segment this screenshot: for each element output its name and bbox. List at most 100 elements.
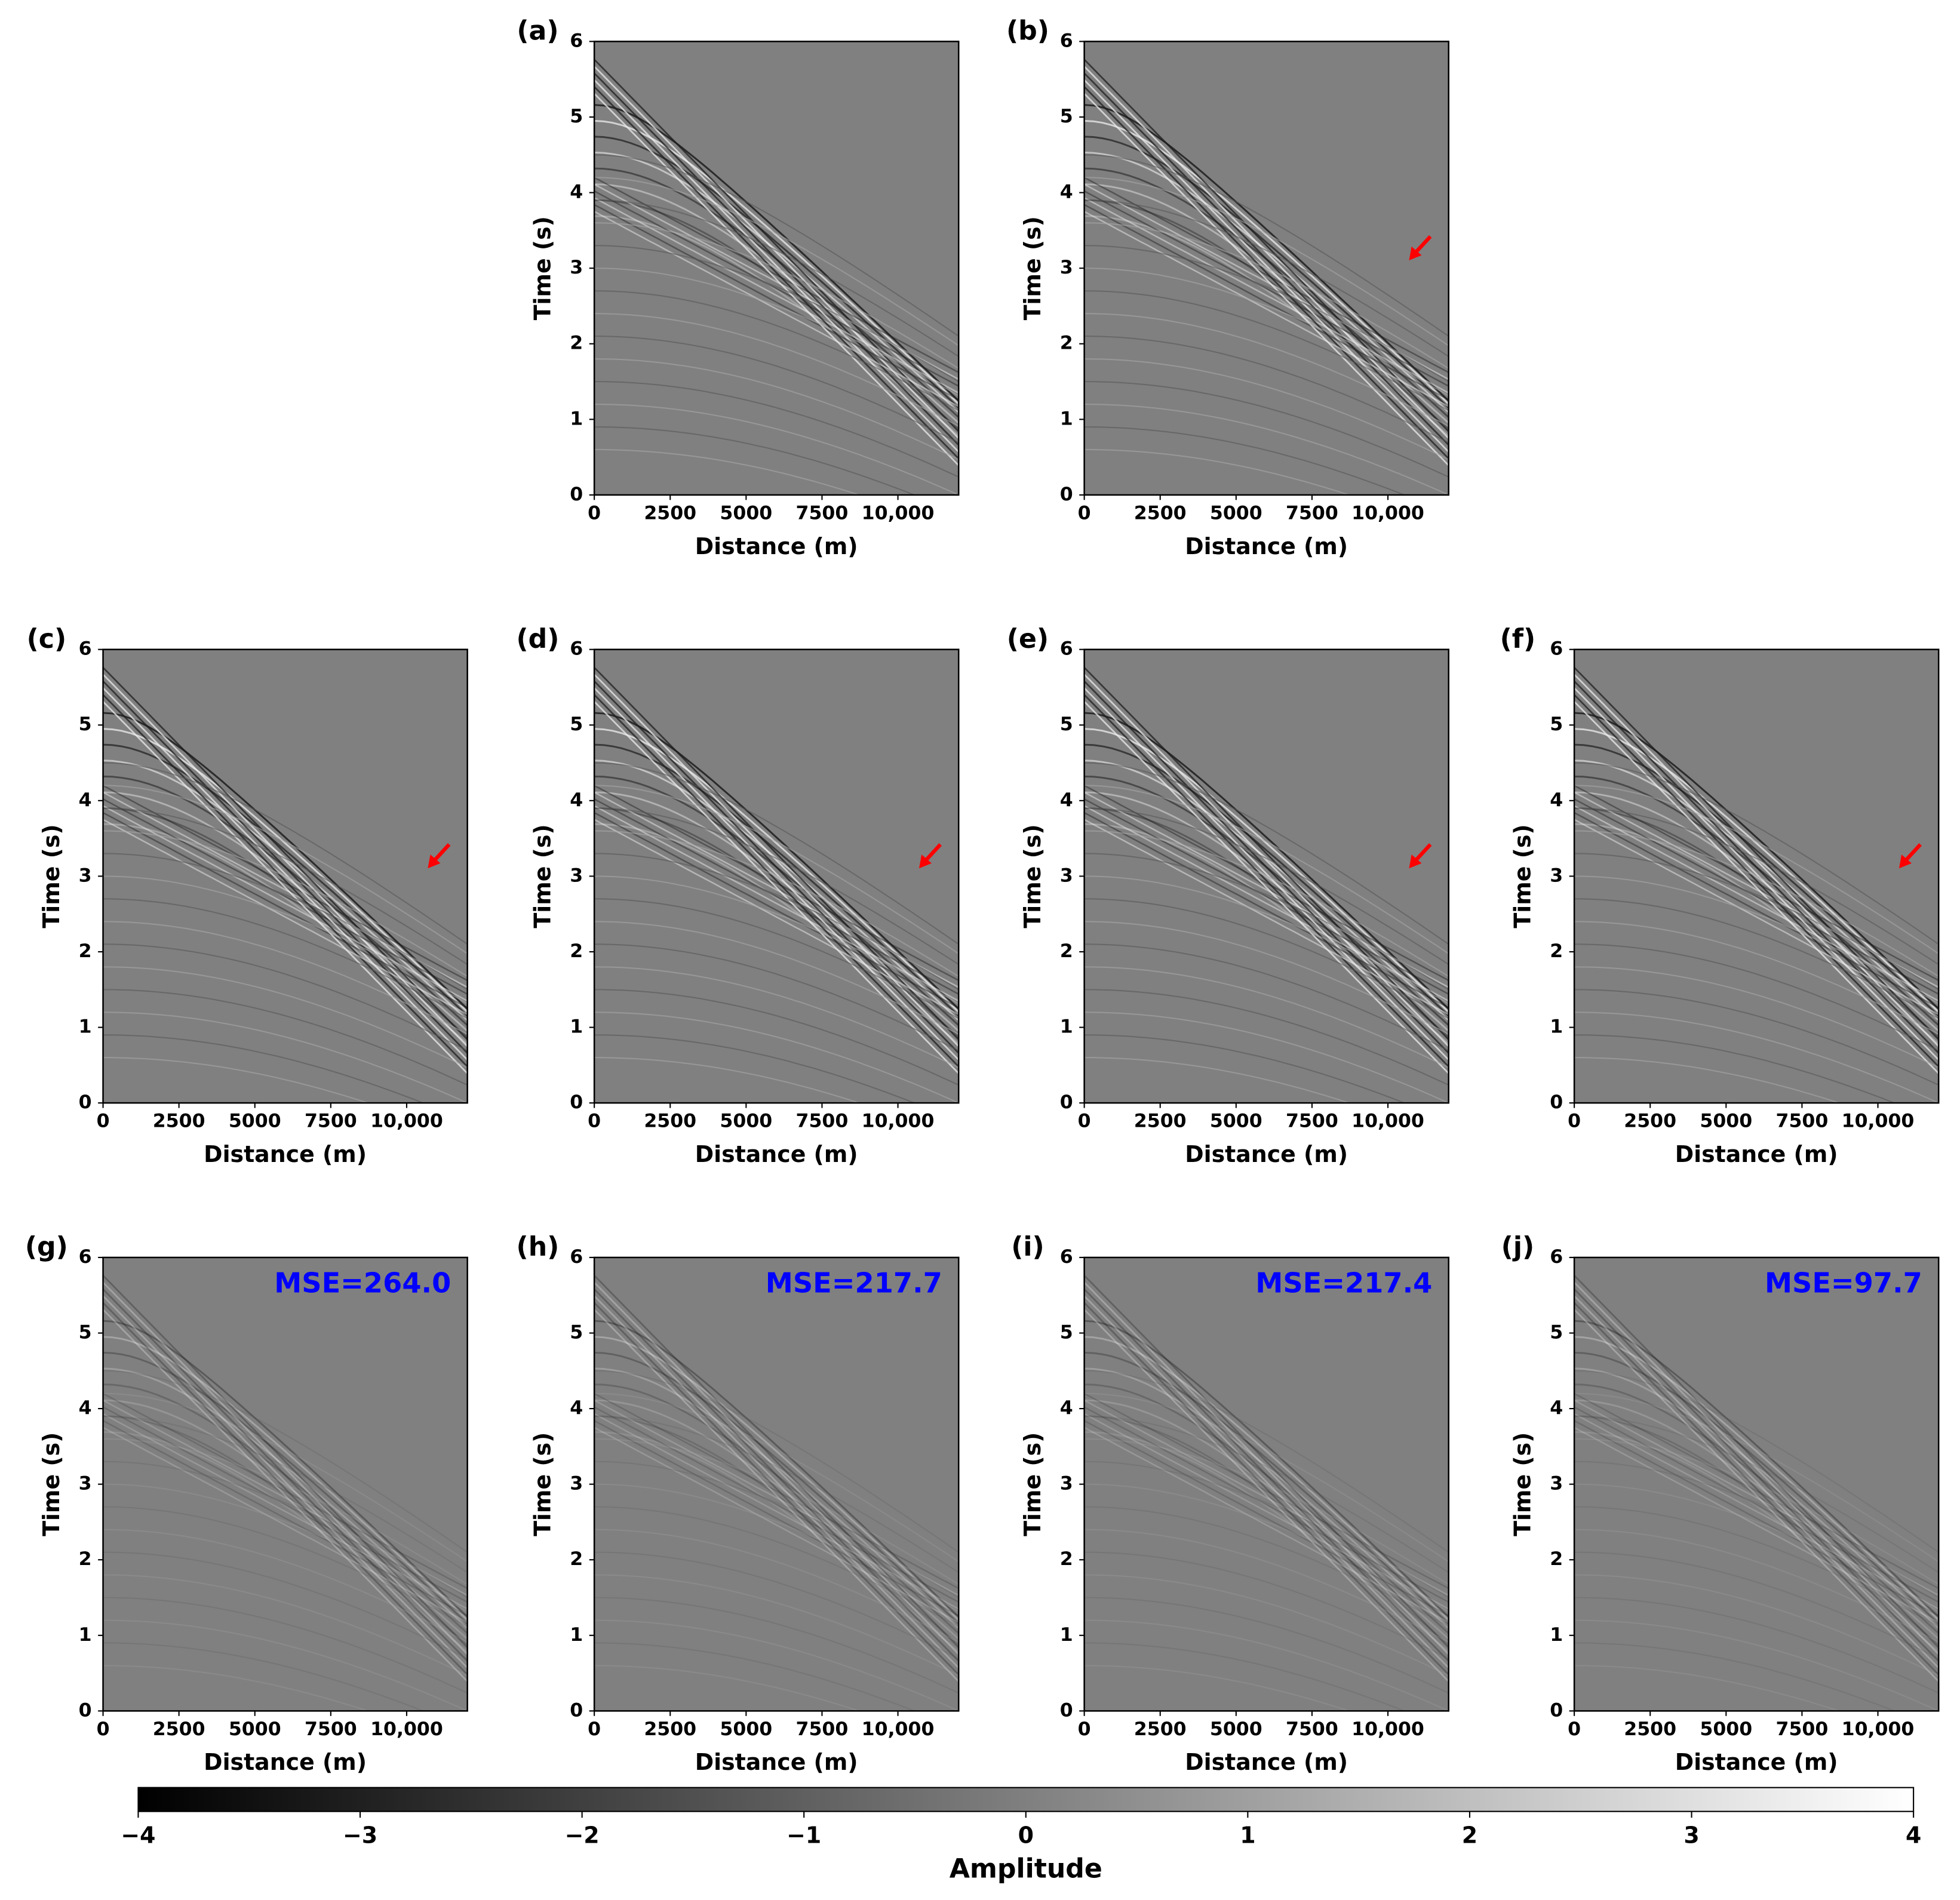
seismic-event [103,1642,425,1711]
seismic-event [594,59,959,432]
colorbar-tick-label: 0 [1018,1822,1034,1848]
image-background [1574,1257,1939,1711]
seismic-event [1574,989,1939,1086]
seismic-event [1574,785,1939,982]
y-tick-label: 3 [1550,1473,1563,1495]
seismic-event [1084,204,1449,401]
seismic-event [103,1392,468,1590]
seismic-event [103,1461,468,1598]
y-tick-label: 1 [79,1016,92,1038]
seismic-event [1084,1275,1449,1649]
x-tick-label: 10,000 [1351,1718,1424,1740]
seismic-event [1084,222,1449,369]
seismic-event [103,921,468,1035]
y-tick-label: 4 [1060,1397,1073,1419]
seismic-event [103,1438,468,1585]
seismic-event [1084,680,1449,1054]
y-tick-label: 3 [79,865,92,886]
panel-label: (a) [517,16,558,47]
y-tick-label: 2 [79,1548,92,1570]
seismic-event [103,701,468,1074]
red-arrow [924,843,942,862]
seismic-event [1084,1392,1449,1563]
panel-label: (j) [1501,1232,1535,1262]
y-tick-label: 4 [79,789,92,811]
seismic-event [103,1483,468,1613]
seismic-event [1574,1406,1939,1603]
y-tick-label: 5 [1550,1321,1563,1343]
y-tick-label: 4 [1550,1397,1563,1419]
seismic-event [1084,666,1449,1040]
y-tick-label: 1 [79,1624,92,1646]
seismic-event [594,1438,959,1585]
seismic-texture [594,666,959,1103]
seismic-texture [1084,59,1449,495]
seismic-texture [1084,1275,1449,1711]
seismic-event [1084,1597,1449,1694]
seismic-event [1574,701,1939,1074]
x-tick-label: 0 [97,1111,110,1132]
x-tick-label: 7500 [1286,502,1338,524]
seismic-event [594,1529,959,1643]
seismic-event [1084,798,1449,995]
panel: 0 2500 5000 7500 10,000 0 1 2 3 4 5 6 Distance (m) Ti… [1501,1232,1940,1775]
seismic-event [1574,1392,1939,1563]
seismic-texture [1084,666,1449,1103]
y-tick-label: 2 [79,940,92,962]
seismic-event [1084,313,1449,427]
seismic-event [103,762,468,945]
seismic-event [1574,898,1939,1019]
seismic-event [594,1551,959,1659]
seismic-event [1574,674,1939,1047]
seismic-event [1574,785,1939,955]
seismic-event [594,1406,959,1603]
seismic-event [1084,687,1449,1060]
seismic-event [594,1384,959,1634]
seismic-event [1084,177,1449,346]
seismic-event [594,966,959,1068]
y-axis-label: Time (s) [529,1432,555,1536]
seismic-event [594,674,959,1047]
y-tick-label: 6 [570,638,583,660]
y-tick-label: 2 [1550,1548,1563,1570]
x-tick-label: 5000 [720,1718,772,1740]
seismic-event [594,1275,959,1649]
seismic-event [1084,785,1449,955]
y-tick-label: 1 [1550,1016,1563,1038]
seismic-event [1084,1399,1449,1596]
y-tick-label: 6 [570,30,583,51]
seismic-event [103,1415,468,1646]
seismic-event [594,1426,959,1624]
seismic-event [1574,1415,1939,1573]
seismic-event [1574,830,1939,977]
seismic-event [103,966,468,1068]
seismic-event [1084,79,1449,453]
y-axis-label: Time (s) [1509,1432,1535,1536]
seismic-event [594,381,959,478]
seismic-event [1574,1399,1939,1640]
y-axis-label: Time (s) [1509,824,1535,928]
seismic-event [103,1275,468,1649]
y-tick-label: 3 [1060,1473,1073,1495]
seismic-event [1574,1665,1841,1711]
seismic-event [103,1302,468,1675]
seismic-event [1084,1426,1449,1624]
x-tick-label: 10,000 [862,1718,935,1740]
red-arrow-head [918,854,932,869]
seismic-event [1084,245,1449,383]
seismic-event [1084,1034,1406,1103]
seismic-event [594,1057,861,1103]
seismic-event [1084,966,1449,1068]
x-tick-label: 5000 [1700,1718,1752,1740]
y-tick-label: 2 [1060,333,1073,354]
x-tick-label: 7500 [305,1718,357,1740]
seismic-event [1084,989,1449,1086]
seismic-event [1084,694,1449,1068]
seismic-event [103,1392,468,1563]
x-axis-label: Distance (m) [695,533,858,559]
y-tick-label: 5 [1060,106,1073,127]
seismic-event [1574,1551,1939,1659]
seismic-event [594,177,959,373]
